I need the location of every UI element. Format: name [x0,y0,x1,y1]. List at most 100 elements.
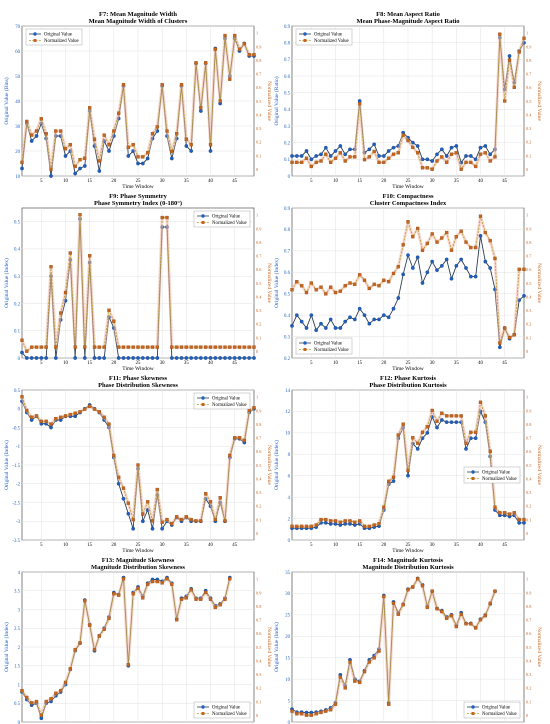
data-point-original-3 [29,139,34,143]
data-point-original-20 [381,154,386,158]
y-tick-label: 2 [288,517,291,522]
data-point-normalized-12 [343,284,347,288]
data-point-normalized-21 [117,345,121,349]
data-point-normalized-48 [517,50,521,54]
legend-marker-circle [303,32,307,36]
data-point-normalized-35 [454,151,458,155]
y-tick-label: 25 [285,614,290,619]
y2-tick-label: 0.9 [256,44,261,49]
data-point-normalized-14 [353,520,357,524]
data-point-original-24 [401,272,406,277]
y2-tick-label: 0.8 [256,240,261,245]
data-point-normalized-22 [121,82,126,87]
data-point-original-1 [20,166,24,171]
data-point-normalized-20 [382,505,386,509]
legend-box [193,210,251,228]
y-tick-label: -3 [16,520,21,525]
data-point-normalized-18 [372,523,376,527]
legend-marker-square [471,712,475,715]
data-point-normalized-10 [63,290,68,295]
data-point-normalized-35 [454,624,458,629]
data-point-normalized-16 [362,157,367,162]
data-point-original-27 [415,144,420,148]
data-point-original-49 [252,356,256,360]
data-point-normalized-19 [107,142,111,147]
data-point-normalized-43 [493,256,497,261]
y2-tick-label: 0.2 [256,140,261,145]
data-point-original-31 [435,268,439,272]
data-point-normalized-31 [165,129,169,133]
y2-tick-label: 0.8 [526,422,531,427]
data-point-normalized-11 [338,151,342,155]
data-point-normalized-37 [464,622,468,626]
data-point-original-5 [39,356,44,360]
x-tick-label: 25 [136,543,141,548]
y-tick-label: 0.5 [284,293,291,298]
data-point-normalized-3 [300,524,304,529]
data-point-normalized-36 [189,517,193,522]
data-point-original-43 [223,356,227,360]
data-point-normalized-18 [102,133,106,137]
data-point-normalized-31 [435,159,439,163]
data-point-original-38 [468,154,473,158]
data-point-normalized-39 [204,590,208,595]
legend-marker-circle [201,214,205,218]
data-point-original-6 [314,154,319,158]
data-point-original-35 [454,420,459,424]
data-point-normalized-1 [290,524,294,529]
data-point-normalized-1 [290,288,294,292]
data-point-original-31 [435,425,439,430]
y-tick-label: 10 [285,678,290,683]
data-point-original-17 [367,321,372,326]
data-point-normalized-28 [420,430,425,434]
y-tick-label: 0.4 [14,248,21,253]
data-point-original-36 [459,257,464,262]
data-point-normalized-20 [382,160,386,165]
y-tick-label: 0 [18,721,21,724]
data-point-normalized-27 [416,226,420,231]
data-point-normalized-42 [218,603,222,607]
data-point-original-25 [406,253,410,257]
data-point-normalized-34 [449,248,454,252]
data-point-normalized-28 [150,345,155,349]
chart-subtitle: Phase Distribution Kurtosis [369,382,447,389]
y-tick-label: 0 [288,721,291,724]
y2-tick-label: 0.4 [526,112,532,117]
data-point-normalized-29 [425,425,429,429]
y2-axis-label: Normalized Value [266,627,272,667]
data-point-normalized-46 [507,512,512,516]
data-point-normalized-14 [83,345,87,349]
data-point-normalized-9 [329,708,333,712]
data-point-original-48 [517,521,522,525]
data-point-normalized-30 [160,520,164,524]
y-tick-label: 3.5 [14,590,21,595]
y-tick-label: 35 [285,571,290,576]
data-point-normalized-3 [30,345,34,349]
data-point-original-12 [73,356,78,360]
data-point-normalized-11 [68,251,72,255]
y2-tick-label: 0.2 [526,140,531,145]
x-tick-label: 25 [406,543,411,548]
data-point-original-12 [73,171,78,176]
data-point-normalized-37 [464,160,468,165]
data-point-original-3 [299,319,304,324]
data-point-original-44 [227,356,232,360]
y2-tick-label: 0.8 [526,240,531,245]
y-tick-label: 50 [15,75,20,80]
data-point-normalized-8 [324,152,328,156]
x-tick-label: 35 [454,543,459,548]
data-point-original-34 [449,276,454,281]
data-point-normalized-32 [440,411,444,415]
data-point-normalized-9 [59,688,63,693]
x-tick-label: 20 [381,543,386,548]
data-point-original-29 [425,270,430,275]
x-axis-label: Time Window [392,366,423,372]
data-point-normalized-24 [131,345,135,349]
data-point-normalized-2 [25,695,29,700]
data-point-normalized-3 [30,701,34,705]
y2-tick-label: 0.2 [256,504,261,509]
y-tick-label: 10 [15,175,20,180]
y2-tick-label: 1 [526,577,528,582]
